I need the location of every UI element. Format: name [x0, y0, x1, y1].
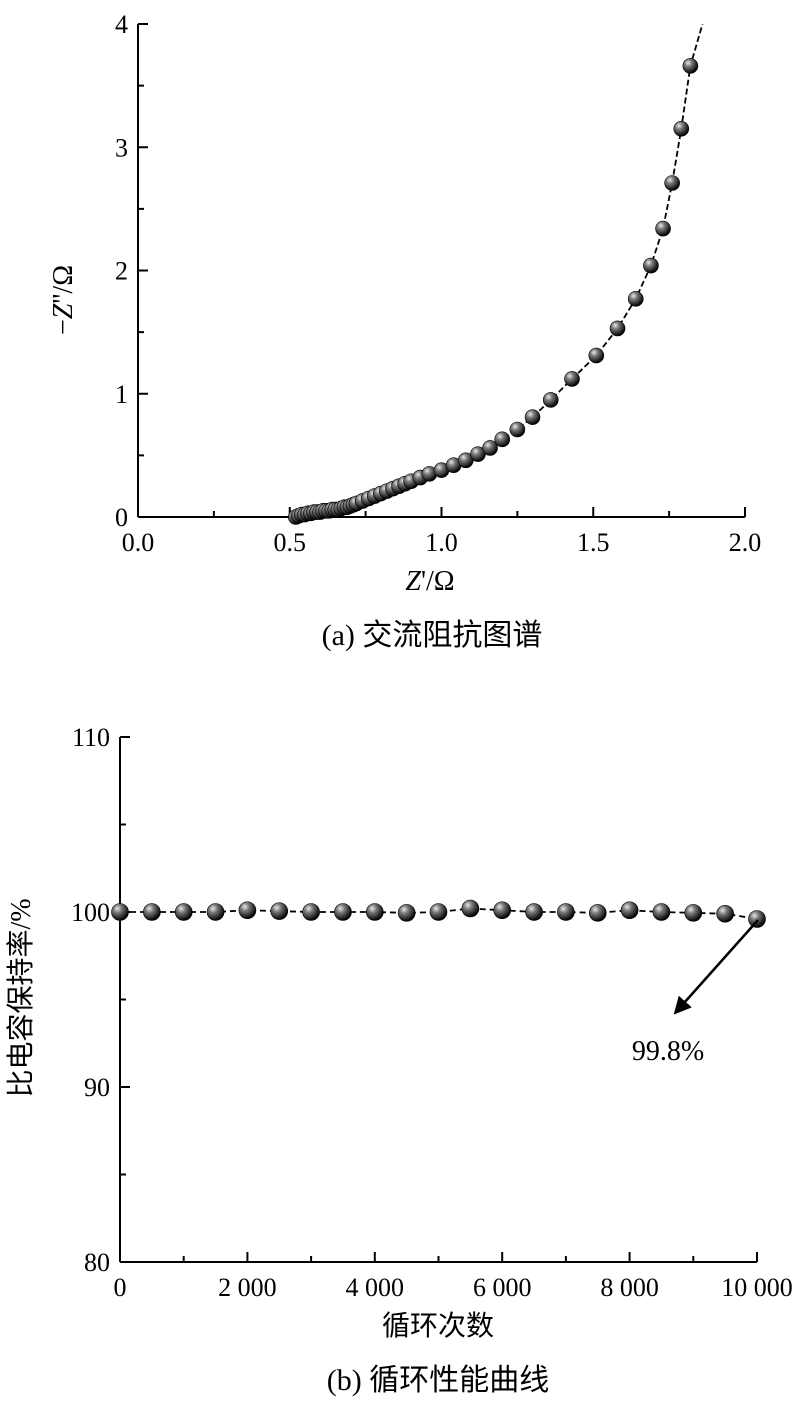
- chartb-data-point: [270, 902, 289, 920]
- chartb-data-point: [493, 901, 512, 920]
- charta-data-point: [564, 371, 580, 387]
- chart-a-xlabel: Z'/Ω: [405, 566, 454, 597]
- chart-b-ylabel: 比电容保持率/%: [5, 898, 37, 1097]
- chartb-data-point: [334, 903, 352, 921]
- chartb-data-point: [684, 904, 703, 922]
- chartb-data-point: [302, 903, 320, 921]
- charta-data-point: [494, 431, 511, 448]
- charta-x-tick-label: 1.5: [577, 528, 610, 557]
- chartb-data-point: [238, 901, 257, 920]
- chartb-data-point: [620, 901, 639, 920]
- chart-b-xlabel: 循环次数: [382, 1310, 494, 1342]
- charta-data-point: [482, 440, 498, 456]
- charta-y-tick-label: 4: [115, 10, 128, 39]
- chartb-y-tick-label: 100: [71, 898, 110, 927]
- chart-b-x-ticks: 0 2 000 4 000 6 000 8 000 10 000: [114, 1252, 793, 1302]
- chartb-data-point: [652, 903, 671, 921]
- chart-a-x-ticks: 0.0 0.5 1.0 1.5 2.0: [122, 507, 762, 557]
- chartb-data-point: [525, 903, 543, 921]
- charta-data-point: [682, 58, 699, 74]
- chartb-data-point: [461, 899, 480, 918]
- chartb-x-tick-label: 2 000: [218, 1273, 277, 1302]
- charta-x-tick-label: 2.0: [729, 528, 762, 557]
- chart-b-annotation: 99.8%: [632, 1036, 704, 1067]
- chartb-data-point: [588, 904, 607, 922]
- charta-data-point: [524, 409, 541, 425]
- chart-b-axes: [119, 737, 757, 1263]
- chartb-x-tick-label: 8 000: [600, 1273, 659, 1302]
- chartb-x-tick-label: 10 000: [721, 1273, 793, 1302]
- chart-b-caption: (b) 循环性能曲线: [327, 1364, 549, 1397]
- chartb-data-point: [557, 903, 575, 921]
- chartb-data-point: [365, 903, 384, 921]
- chart-a-caption: (a) 交流阻抗图谱: [322, 619, 543, 652]
- charta-y-tick-label: 0: [115, 503, 128, 532]
- charta-x-tick-label: 0.5: [274, 528, 307, 557]
- chart-a-y-ticks: 0 1 2 3 4: [115, 10, 148, 532]
- charta-x-tick-label: 0.0: [122, 528, 155, 557]
- charta-series-path: [295, 23, 704, 518]
- chartb-x-tick-label: 0: [114, 1273, 127, 1302]
- chart-b-y-ticks: 80 90 100 110: [71, 723, 130, 1277]
- chartb-data-point: [174, 903, 193, 921]
- chartb-x-tick-label: 4 000: [346, 1273, 405, 1302]
- chart-b-annotation-arrow: [673, 919, 759, 1015]
- charta-y-tick-label: 3: [115, 133, 128, 162]
- charta-data-point: [588, 347, 605, 364]
- chartb-data-point: [111, 903, 129, 921]
- chartb-data-point: [429, 903, 448, 921]
- chart-a-ylabel: −Z''/Ω: [48, 265, 79, 335]
- chartb-data-point: [397, 904, 416, 922]
- charta-x-tick-label: 1.0: [425, 528, 458, 557]
- charta-data-point: [664, 175, 680, 191]
- chart-a-series-points: [288, 58, 699, 525]
- chart-b-series-points: [111, 899, 766, 928]
- chartb-data-point: [206, 903, 225, 921]
- chartb-data-point: [716, 904, 734, 923]
- charta-data-point: [643, 257, 659, 274]
- chartb-y-tick-label: 80: [84, 1248, 110, 1277]
- chart-b-series-line: [120, 907, 758, 920]
- charta-data-point: [627, 291, 644, 307]
- charta-data-point: [673, 120, 690, 137]
- charta-data-point: [542, 392, 559, 408]
- charta-data-point: [509, 421, 526, 438]
- charta-y-tick-label: 1: [115, 380, 128, 409]
- charta-y-tick-label: 2: [115, 257, 128, 286]
- chart-a-impedance: 0.0 0.5 1.0 1.5 2.0 0 1 2 3 4 Z'/Ω −Z''/Ω (a) 交流…: [48, 10, 761, 652]
- chartb-y-tick-label: 110: [72, 723, 110, 752]
- chart-a-series-line: [295, 23, 704, 518]
- charta-data-point: [609, 320, 626, 337]
- chartb-x-tick-label: 6 000: [473, 1273, 532, 1302]
- chartb-data-point: [748, 910, 766, 928]
- chart-b-cycling: 0 2 000 4 000 6 000 8 000 10 000 80 90 100 110 9…: [5, 723, 793, 1397]
- chartb-series-path: [120, 907, 758, 920]
- chartb-y-tick-label: 90: [84, 1073, 110, 1102]
- chartb-data-point: [143, 903, 161, 921]
- charta-data-point: [655, 220, 671, 237]
